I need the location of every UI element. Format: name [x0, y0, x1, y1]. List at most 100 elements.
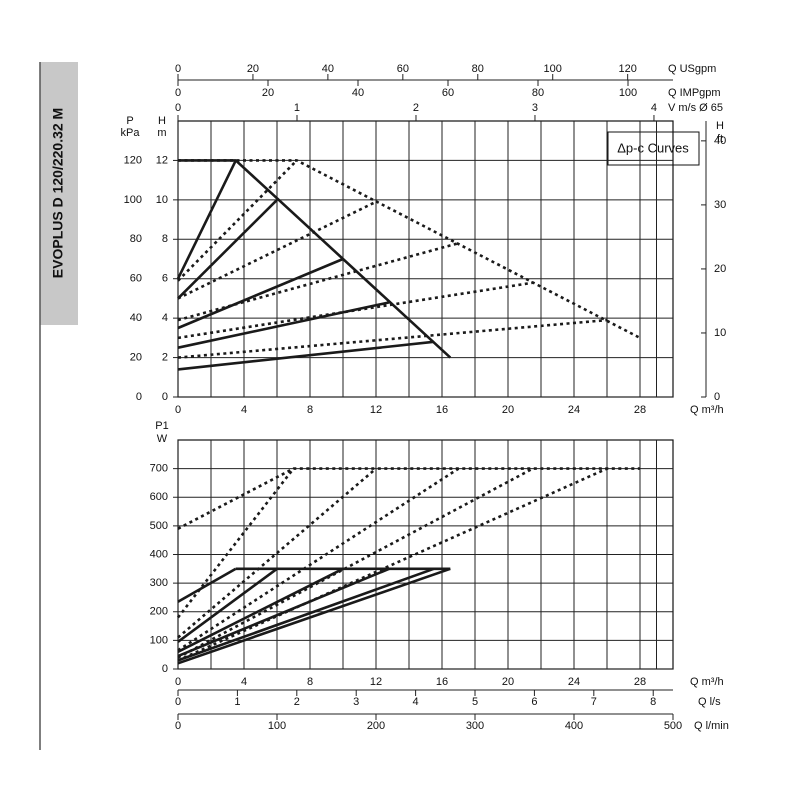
p-tick-label: 60: [130, 273, 142, 285]
x-tick-label: 0: [175, 676, 181, 688]
y-tick-label: 12: [156, 154, 168, 166]
curve: [177, 200, 377, 300]
y-axis-label: H: [158, 115, 166, 127]
p-tick-label: 20: [130, 351, 142, 363]
curve: [177, 467, 460, 652]
x-tick-label: 12: [370, 404, 382, 416]
x-tick-label: 28: [634, 404, 646, 416]
curve: [177, 567, 344, 653]
y-tick-label: 500: [150, 520, 168, 532]
axis-tick-label: 500: [664, 720, 682, 732]
p-tick-label: 0: [136, 391, 142, 403]
y-tick-label: 100: [150, 634, 168, 646]
axis-tick-label: 200: [367, 720, 385, 732]
curve: [177, 198, 278, 300]
axis-tick-label: 2: [413, 102, 419, 114]
p-tick-label: 100: [124, 194, 142, 206]
x-tick-label: 20: [502, 676, 514, 688]
axis-label: Q l/min: [694, 720, 729, 732]
axis-tick-label: 80: [532, 87, 544, 99]
y2-tick-label: 20: [714, 263, 726, 275]
axis-tick-label: 400: [565, 720, 583, 732]
curve: [177, 567, 278, 643]
axis-tick-label: 20: [262, 87, 274, 99]
axis-tick-label: 40: [322, 63, 334, 75]
y-tick-label: 4: [162, 312, 168, 324]
y-tick-label: 600: [150, 491, 168, 503]
axis-tick-label: 0: [175, 63, 181, 75]
curve: [177, 257, 344, 330]
banner: [40, 62, 78, 325]
curve: [177, 567, 435, 662]
axis-tick-label: 4: [651, 102, 657, 114]
axis-label: Q l/s: [698, 696, 721, 708]
axis-tick-label: 0: [175, 696, 181, 708]
axis-tick-label: 100: [268, 720, 286, 732]
axis-tick-label: 7: [591, 696, 597, 708]
y-tick-label: 6: [162, 273, 168, 285]
y-tick-label: 200: [150, 606, 168, 618]
axis-tick-label: 1: [234, 696, 240, 708]
p-tick-label: 80: [130, 233, 142, 245]
p-tick-label: 40: [130, 312, 142, 324]
curve: [177, 281, 533, 340]
curve: [177, 567, 237, 603]
axis-label: Q USgpm: [668, 63, 716, 75]
curve: [177, 467, 640, 530]
axis-label: Q IMPgpm: [668, 87, 721, 99]
y-tick-label: 0: [162, 663, 168, 675]
plot-frame: [177, 120, 674, 398]
x-tick-label: 28: [634, 676, 646, 688]
banner-title: EVOPLUS D 120/220.32 M: [50, 108, 66, 278]
curve: [177, 318, 608, 359]
axis-tick-label: 100: [619, 87, 637, 99]
curve: [177, 159, 298, 282]
x-tick-label: 24: [568, 676, 580, 688]
axis-tick-label: 5: [472, 696, 478, 708]
y-axis-unit: m: [157, 127, 166, 139]
curve: [177, 241, 459, 322]
y-tick-label: 300: [150, 577, 168, 589]
curve: [177, 567, 390, 658]
axis-tick-label: 60: [397, 63, 409, 75]
y-tick-label: 400: [150, 548, 168, 560]
curve: [176, 467, 295, 619]
x-tick-label: 16: [436, 676, 448, 688]
annotation: Δp-c Curves: [617, 140, 689, 155]
axis-tick-label: 3: [353, 696, 359, 708]
y-tick-label: 0: [162, 391, 168, 403]
axis-tick-label: 1: [294, 102, 300, 114]
y2-axis-label: H: [716, 120, 724, 132]
axis-tick-label: 3: [532, 102, 538, 114]
axis-tick-label: 300: [466, 720, 484, 732]
axis-tick-label: 0: [175, 720, 181, 732]
axis-tick-label: 100: [544, 63, 562, 75]
x-tick-label: 8: [307, 676, 313, 688]
y2-tick-label: 0: [714, 391, 720, 403]
axis-tick-label: 0: [175, 102, 181, 114]
annotation-box: [607, 131, 700, 166]
axis-tick-label: 120: [618, 63, 636, 75]
axis-label: V m/s Ø 65: [668, 102, 723, 114]
y-tick-label: 2: [162, 351, 168, 363]
curve: [177, 340, 434, 371]
y-tick-label: 8: [162, 233, 168, 245]
axis-tick-label: 8: [650, 696, 656, 708]
y2-tick-label: 40: [714, 135, 726, 147]
curve: [177, 467, 534, 659]
curve: [176, 159, 237, 280]
y2-tick-label: 10: [714, 327, 726, 339]
axis-tick-label: 60: [442, 87, 454, 99]
axis-tick-label: 4: [413, 696, 419, 708]
curve: [177, 467, 377, 639]
x-tick-label: 16: [436, 404, 448, 416]
x-tick-label: 4: [241, 676, 247, 688]
y-tick-label: 700: [150, 463, 168, 475]
y-tick-label: 10: [156, 194, 168, 206]
x-tick-label: 4: [241, 404, 247, 416]
y2-axis-unit: ft: [717, 133, 723, 145]
p-axis-label: P: [126, 115, 133, 127]
axis-tick-label: 20: [247, 63, 259, 75]
axis-tick-label: 6: [531, 696, 537, 708]
